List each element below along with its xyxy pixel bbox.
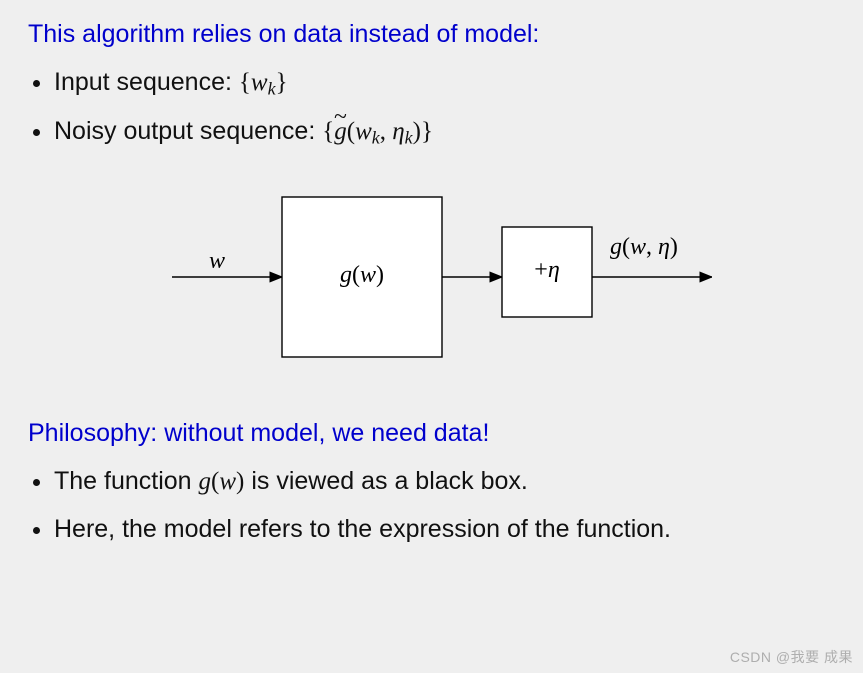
bullet-2-prefix: Noisy output sequence: — [54, 117, 322, 145]
heading-1: This algorithm relies on data instead of… — [28, 18, 835, 52]
slide: This algorithm relies on data instead of… — [0, 0, 863, 579]
watermark: CSDN @我要 成果 — [730, 647, 853, 667]
bullet-3-pre: The function — [54, 467, 199, 495]
bullet-4: Here, the model refers to the expression… — [54, 515, 671, 543]
bullet-1-math: {wk} — [239, 69, 288, 96]
bullet-2-math: {~g(wk, ηk)} — [322, 118, 433, 145]
list-item: Here, the model refers to the expression… — [54, 513, 835, 547]
list-item: Noisy output sequence: {~g(wk, ηk)} — [54, 115, 835, 150]
heading-2: Philosophy: without model, we need data! — [28, 417, 835, 451]
diagram-svg: wg(w)+η~g(w, η) — [152, 177, 712, 377]
block-diagram: wg(w)+η~g(w, η) — [28, 177, 835, 377]
bullet-3-post: is viewed as a black box. — [251, 467, 528, 495]
list-item: Input sequence: {wk} — [54, 66, 835, 101]
list-item: The function g(w) is viewed as a black b… — [54, 465, 835, 499]
bullet-1-prefix: Input sequence: — [54, 68, 239, 96]
bullet-list-2: The function g(w) is viewed as a black b… — [28, 465, 835, 547]
bullet-list-1: Input sequence: {wk} Noisy output sequen… — [28, 66, 835, 150]
bullet-3-math: g(w) — [199, 468, 245, 495]
